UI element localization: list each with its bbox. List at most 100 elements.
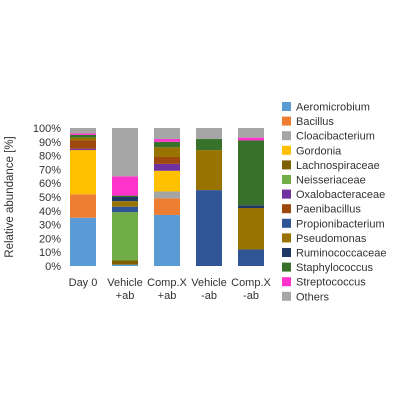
bar-segment	[70, 217, 96, 266]
bar-segment	[112, 176, 138, 196]
bar-segment	[112, 201, 138, 207]
bar-segment	[154, 141, 180, 148]
legend-swatch	[282, 204, 291, 214]
x-tick-label: Comp.X +ab	[147, 277, 187, 302]
x-tick-label: Vehicle +ab	[107, 277, 142, 302]
bar-segment	[196, 190, 222, 266]
y-tick-label: 80%	[39, 151, 61, 163]
legend-item: Oxalobacteraceae	[282, 189, 385, 201]
legend-label: Ruminococcaceae	[296, 248, 387, 260]
legend-item: Lachnospiraceae	[282, 160, 380, 172]
x-tick-label: Day 0	[69, 277, 98, 289]
bar-segment	[112, 195, 138, 197]
y-tick-label: 0%	[45, 261, 61, 273]
bar-segment	[154, 198, 180, 215]
bar-segment	[154, 139, 180, 142]
bar-segment	[238, 137, 264, 141]
bar-segment	[154, 156, 180, 164]
legend-item: Ruminococcaceae	[282, 248, 387, 260]
bar-segment	[196, 128, 222, 140]
legend-item: Others	[282, 291, 330, 303]
bar-segment	[112, 212, 138, 261]
legend-item: Aeromicrobium	[282, 102, 370, 114]
y-tick-label: 30%	[39, 220, 61, 232]
legend-label: Lachnospiraceae	[296, 160, 380, 172]
legend-item: Cloacibacterium	[282, 131, 375, 143]
bar-stack	[70, 128, 96, 266]
y-tick-label: 60%	[39, 178, 61, 190]
bar-segment	[112, 260, 138, 265]
y-tick-label: 10%	[39, 247, 61, 259]
bar-stack	[112, 128, 138, 266]
bar-segment	[196, 150, 222, 191]
bar-segment	[70, 133, 96, 135]
y-axis: 0% 10% 20%30% 40% 50% 60% 70%80% 90% 100%	[33, 123, 61, 273]
legend-item: Pseudomonas	[282, 233, 367, 245]
legend-label: Streptococcus	[296, 277, 366, 289]
bar-segment	[112, 128, 138, 177]
bar-segment	[238, 205, 264, 209]
bar-segment	[154, 191, 180, 199]
legend-label: Gordonia	[296, 145, 342, 157]
legend-swatch	[282, 291, 291, 301]
legend-swatch	[282, 102, 291, 111]
legend-swatch	[282, 160, 291, 170]
bar-stack	[238, 128, 264, 266]
legend-label: Staphylococcus	[296, 262, 374, 274]
y-tick-label: 90%	[39, 137, 61, 149]
legend-item: Propionibacterium	[282, 218, 385, 230]
legend-swatch	[282, 233, 291, 243]
bar-segment	[238, 128, 264, 138]
legend-label: Neisseriaceae	[296, 175, 366, 187]
x-tick-label: Comp.X -ab	[231, 277, 271, 302]
bar-stack	[196, 128, 222, 266]
bar-segment	[112, 206, 138, 213]
bar-segment	[154, 128, 180, 140]
bar-segment	[154, 147, 180, 157]
legend-label: Bacillus	[296, 116, 334, 128]
y-tick-label: 100%	[33, 123, 61, 135]
legend-item: Gordonia	[282, 145, 342, 157]
bar-segment	[154, 163, 180, 171]
legend-swatch	[282, 189, 291, 199]
legend-label: Paenibacillus	[296, 204, 361, 216]
y-tick-label: 70%	[39, 164, 61, 176]
bar-stack	[154, 128, 180, 266]
legend-label: Oxalobacteraceae	[296, 189, 385, 201]
legend: Aeromicrobium Bacillus Cloacibacterium Gord…	[282, 102, 387, 303]
legend-swatch	[282, 145, 291, 155]
bar-segment	[238, 249, 264, 266]
legend-swatch	[282, 218, 291, 228]
bar-segment	[70, 148, 96, 151]
legend-label: Propionibacterium	[296, 218, 385, 230]
legend-swatch	[282, 131, 291, 141]
y-axis-label: Relative abundance [%]	[4, 136, 16, 257]
bar-segment	[238, 208, 264, 250]
legend-swatch	[282, 248, 291, 257]
legend-swatch	[282, 116, 291, 126]
bar-segment	[70, 150, 96, 195]
bars	[70, 128, 264, 266]
bar-segment	[70, 194, 96, 218]
bar-segment	[70, 140, 96, 149]
bar-segment	[154, 170, 180, 192]
legend-swatch	[282, 277, 291, 287]
bar-segment	[70, 137, 96, 141]
y-tick-label: 20%	[39, 233, 61, 245]
legend-label: Cloacibacterium	[296, 131, 375, 143]
legend-item: Bacillus	[282, 116, 334, 128]
legend-item: Paenibacillus	[282, 204, 361, 216]
legend-item: Staphylococcus	[282, 262, 374, 274]
legend-label: Pseudomonas	[296, 233, 367, 245]
y-tick-label: 40%	[39, 206, 61, 218]
y-tick-label: 50%	[39, 192, 61, 204]
legend-swatch	[282, 175, 291, 184]
legend-label: Others	[296, 291, 330, 303]
legend-item: Neisseriaceae	[282, 175, 366, 187]
bar-segment	[196, 139, 222, 151]
bar-segment	[238, 140, 264, 206]
bar-segment	[112, 197, 138, 202]
bar-segment	[112, 264, 138, 266]
